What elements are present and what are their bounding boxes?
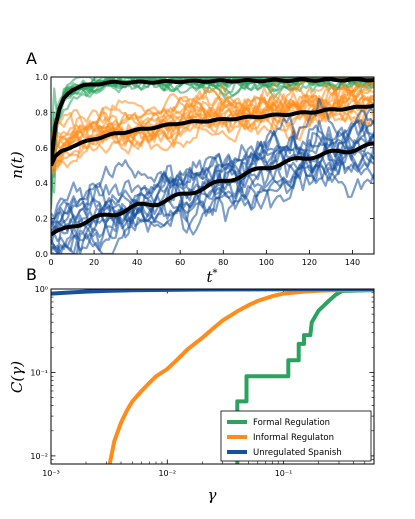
panel-b-ytick-label: 10⁻² [30,452,48,461]
panel-b-legend-label: Informal Regulaton [253,433,334,443]
panel-b-ytick-label: 10⁰ [35,285,48,294]
panel-a-xtick-label: 20 [89,258,99,267]
panel-b-xtick-label: 10⁻³ [42,469,60,478]
panel-b-legend-label: Unregulated Spanish [253,448,342,458]
panel-a-xtick-label: 140 [345,258,360,267]
panel-b-xlabel: γ [208,486,217,504]
panel-a-ytick-label: 0.2 [35,215,48,224]
panel-a-label: A [26,49,37,68]
panel-b-xtick-label: 10⁻² [158,469,176,478]
panel-a-xtick-label: 40 [132,258,142,267]
panel-a-ytick-label: 1.0 [35,73,48,82]
panel-b-label: B [26,265,37,284]
panel-a-ytick-label: 0.8 [35,108,48,117]
panel-a-ytick-label: 0.4 [35,179,48,188]
panel-b-ytick-label: 10⁻¹ [30,368,48,377]
panel-a-xtick-label: 80 [218,258,228,267]
panel-b-legend: Formal Regulation Informal Regulaton Unreg… [221,411,371,461]
panel-a-ytick-label: 0.0 [35,250,48,259]
panel-b-ylabel: C(γ) [8,361,26,393]
panel-a-ytick-label: 0.6 [35,144,48,153]
panel-b-legend-label: Formal Regulation [253,418,330,428]
panel-a-ylabel: n(t) [8,151,26,179]
panel-a-xtick-label: 100 [259,258,274,267]
panel-a-xtick-label: 0 [48,258,53,267]
panel-a-xtick-label: 120 [302,258,317,267]
panel-b-xtick-label: 10⁻¹ [275,469,293,478]
panel-a-xtick-label: 60 [175,258,185,267]
